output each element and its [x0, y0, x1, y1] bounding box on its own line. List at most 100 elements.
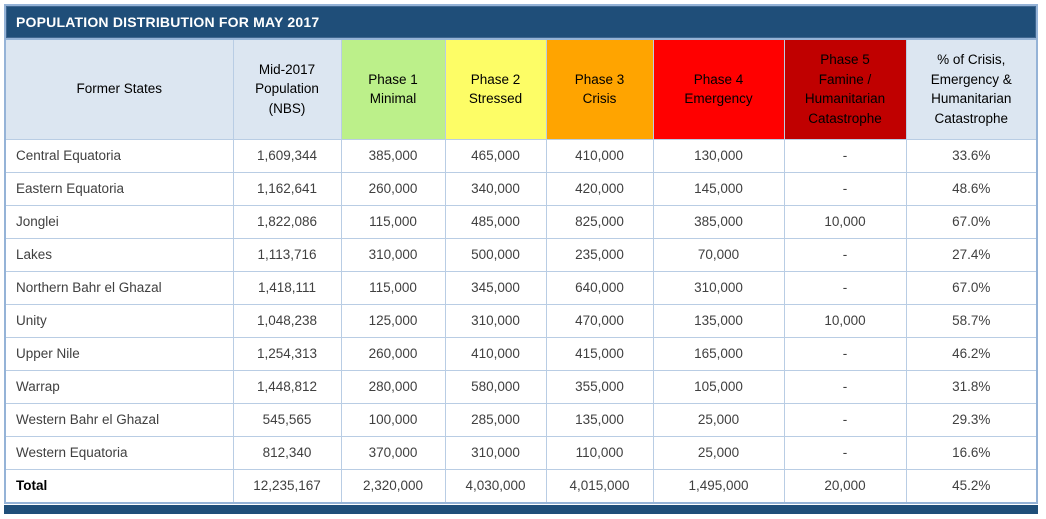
cell-former-states: Upper Nile	[6, 336, 234, 371]
table-row: Western Equatoria 812,340 370,000 310,000 11…	[6, 435, 1036, 470]
column-header-former-states: Former States	[6, 40, 234, 140]
cell-mid-2017-population-nbs: 1,609,344	[232, 138, 342, 173]
cell-former-states: Western Equatoria	[6, 435, 234, 470]
table-row: Upper Nile 1,254,313 260,000 410,000 415,000…	[6, 336, 1036, 371]
cell-phase-1-minimal: 370,000	[340, 435, 446, 470]
cell-phase-3-crisis: 415,000	[545, 336, 654, 371]
cell-phase-1-minimal: 260,000	[340, 171, 446, 206]
cell-pct-crisis-emergency-humanitarian-catastrophe: 31.8%	[905, 369, 1036, 404]
table-row: Jonglei 1,822,086 115,000 485,000 825,000 385…	[6, 204, 1036, 239]
cell-phase-4-emergency: 135,000	[652, 303, 785, 338]
cell-phase-4-emergency: 385,000	[652, 204, 785, 239]
cell-mid-2017-population-nbs: 812,340	[232, 435, 342, 470]
cell-phase-4-emergency: 310,000	[652, 270, 785, 305]
cell-phase-1-minimal: 115,000	[340, 204, 446, 239]
cell-mid-2017-population-nbs: 1,448,812	[232, 369, 342, 404]
cell-phase-2-stressed: 340,000	[444, 171, 547, 206]
cell-phase-5-famine-humanitarian-catastrophe: -	[783, 237, 907, 272]
cell-phase-1-minimal: 115,000	[340, 270, 446, 305]
table-row-total: Total 12,235,167 2,320,000 4,030,000 4,015,0…	[6, 468, 1036, 502]
cell-mid-2017-population-nbs: 545,565	[232, 402, 342, 437]
column-header-phase-1-minimal: Phase 1 Minimal	[340, 40, 446, 140]
table-row: Warrap 1,448,812 280,000 580,000 355,000 105,…	[6, 369, 1036, 404]
column-header-phase-5-famine-humanitarian-catastrophe: Phase 5 Famine / Humanitarian Catastroph…	[783, 40, 907, 140]
cell-phase-5-famine-humanitarian-catastrophe: -	[783, 369, 907, 404]
cell-phase-4-emergency: 25,000	[652, 402, 785, 437]
cell-phase-4-emergency: 130,000	[652, 138, 785, 173]
column-header-phase-2-stressed: Phase 2 Stressed	[444, 40, 547, 140]
cell-pct-crisis-emergency-humanitarian-catastrophe: 33.6%	[905, 138, 1036, 173]
cell-phase-5-famine-humanitarian-catastrophe: -	[783, 402, 907, 437]
table-row: Central Equatoria 1,609,344 385,000 465,000…	[6, 138, 1036, 173]
cell-phase-5-famine-humanitarian-catastrophe: 20,000	[783, 468, 907, 502]
cell-phase-1-minimal: 2,320,000	[340, 468, 446, 502]
cell-phase-2-stressed: 285,000	[444, 402, 547, 437]
table-body: Central Equatoria 1,609,344 385,000 465,000…	[6, 138, 1036, 502]
population-table-frame: POPULATION DISTRIBUTION FOR MAY 2017 For…	[4, 4, 1038, 504]
cell-pct-crisis-emergency-humanitarian-catastrophe: 29.3%	[905, 402, 1036, 437]
cell-phase-1-minimal: 260,000	[340, 336, 446, 371]
cell-mid-2017-population-nbs: 1,254,313	[232, 336, 342, 371]
cell-former-states: Total	[6, 468, 234, 502]
table-row: Eastern Equatoria 1,162,641 260,000 340,000…	[6, 171, 1036, 206]
column-header-pct-crisis-emergency-humanitarian-catastrophe: % of Crisis, Emergency & Humanitarian Ca…	[905, 40, 1036, 140]
column-header-mid-2017-population-nbs: Mid-2017 Population (NBS)	[232, 40, 342, 140]
cell-phase-3-crisis: 420,000	[545, 171, 654, 206]
cell-mid-2017-population-nbs: 1,113,716	[232, 237, 342, 272]
cell-mid-2017-population-nbs: 12,235,167	[232, 468, 342, 502]
cell-former-states: Warrap	[6, 369, 234, 404]
cell-phase-2-stressed: 500,000	[444, 237, 547, 272]
cell-phase-4-emergency: 145,000	[652, 171, 785, 206]
cell-phase-2-stressed: 485,000	[444, 204, 547, 239]
cell-phase-3-crisis: 4,015,000	[545, 468, 654, 502]
cell-mid-2017-population-nbs: 1,822,086	[232, 204, 342, 239]
cell-phase-5-famine-humanitarian-catastrophe: -	[783, 435, 907, 470]
cell-phase-3-crisis: 355,000	[545, 369, 654, 404]
cell-phase-3-crisis: 470,000	[545, 303, 654, 338]
cell-phase-5-famine-humanitarian-catastrophe: -	[783, 336, 907, 371]
cell-phase-3-crisis: 825,000	[545, 204, 654, 239]
cell-phase-2-stressed: 580,000	[444, 369, 547, 404]
cell-phase-3-crisis: 640,000	[545, 270, 654, 305]
cell-pct-crisis-emergency-humanitarian-catastrophe: 67.0%	[905, 204, 1036, 239]
bottom-accent-bar	[4, 505, 1038, 514]
population-distribution-table: Former States Mid-2017 Population (NBS) Ph…	[6, 40, 1036, 502]
cell-pct-crisis-emergency-humanitarian-catastrophe: 16.6%	[905, 435, 1036, 470]
cell-phase-3-crisis: 135,000	[545, 402, 654, 437]
cell-pct-crisis-emergency-humanitarian-catastrophe: 58.7%	[905, 303, 1036, 338]
cell-phase-4-emergency: 165,000	[652, 336, 785, 371]
cell-phase-5-famine-humanitarian-catastrophe: 10,000	[783, 303, 907, 338]
header-row: Former States Mid-2017 Population (NBS) Ph…	[6, 40, 1036, 140]
cell-phase-3-crisis: 410,000	[545, 138, 654, 173]
cell-pct-crisis-emergency-humanitarian-catastrophe: 45.2%	[905, 468, 1036, 502]
cell-pct-crisis-emergency-humanitarian-catastrophe: 27.4%	[905, 237, 1036, 272]
cell-former-states: Northern Bahr el Ghazal	[6, 270, 234, 305]
cell-phase-4-emergency: 105,000	[652, 369, 785, 404]
cell-phase-2-stressed: 465,000	[444, 138, 547, 173]
cell-phase-2-stressed: 345,000	[444, 270, 547, 305]
table-row: Lakes 1,113,716 310,000 500,000 235,000 70,00…	[6, 237, 1036, 272]
cell-former-states: Central Equatoria	[6, 138, 234, 173]
cell-phase-5-famine-humanitarian-catastrophe: 10,000	[783, 204, 907, 239]
cell-mid-2017-population-nbs: 1,162,641	[232, 171, 342, 206]
cell-phase-1-minimal: 310,000	[340, 237, 446, 272]
cell-phase-1-minimal: 100,000	[340, 402, 446, 437]
cell-phase-2-stressed: 310,000	[444, 435, 547, 470]
table-header: Former States Mid-2017 Population (NBS) Ph…	[6, 40, 1036, 140]
cell-former-states: Western Bahr el Ghazal	[6, 402, 234, 437]
cell-mid-2017-population-nbs: 1,048,238	[232, 303, 342, 338]
table-row: Northern Bahr el Ghazal 1,418,111 115,000 3…	[6, 270, 1036, 305]
cell-former-states: Unity	[6, 303, 234, 338]
column-header-phase-3-crisis: Phase 3 Crisis	[545, 40, 654, 140]
cell-former-states: Eastern Equatoria	[6, 171, 234, 206]
cell-pct-crisis-emergency-humanitarian-catastrophe: 46.2%	[905, 336, 1036, 371]
cell-phase-4-emergency: 70,000	[652, 237, 785, 272]
cell-phase-4-emergency: 1,495,000	[652, 468, 785, 502]
cell-pct-crisis-emergency-humanitarian-catastrophe: 48.6%	[905, 171, 1036, 206]
cell-mid-2017-population-nbs: 1,418,111	[232, 270, 342, 305]
cell-phase-1-minimal: 280,000	[340, 369, 446, 404]
cell-former-states: Jonglei	[6, 204, 234, 239]
cell-phase-3-crisis: 235,000	[545, 237, 654, 272]
table-row: Western Bahr el Ghazal 545,565 100,000 285,…	[6, 402, 1036, 437]
table-title: POPULATION DISTRIBUTION FOR MAY 2017	[6, 6, 1036, 40]
